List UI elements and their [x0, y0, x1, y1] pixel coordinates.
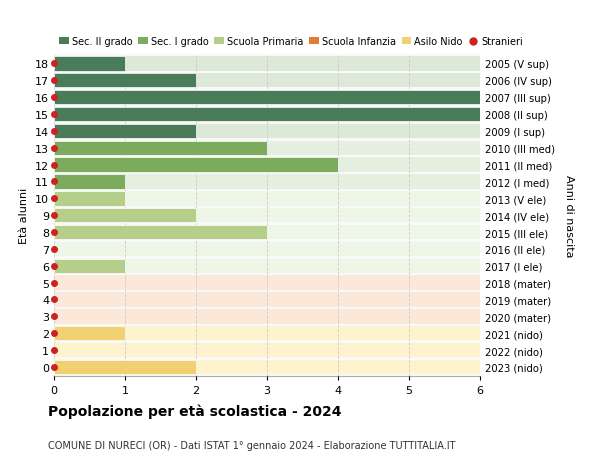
- Bar: [54, 74, 196, 88]
- Bar: [54, 343, 480, 358]
- Bar: [54, 360, 480, 374]
- Bar: [54, 175, 125, 189]
- Legend: Sec. II grado, Sec. I grado, Scuola Primaria, Scuola Infanzia, Asilo Nido, Stran: Sec. II grado, Sec. I grado, Scuola Prim…: [59, 37, 523, 47]
- Bar: [54, 74, 480, 88]
- Y-axis label: Età alunni: Età alunni: [19, 188, 29, 244]
- Bar: [54, 57, 125, 72]
- Bar: [54, 208, 196, 223]
- Bar: [54, 309, 480, 324]
- Bar: [54, 192, 480, 206]
- Bar: [54, 124, 196, 139]
- Bar: [54, 360, 196, 374]
- Bar: [54, 259, 125, 274]
- Bar: [54, 225, 480, 240]
- Bar: [54, 108, 480, 122]
- Text: Popolazione per età scolastica - 2024: Popolazione per età scolastica - 2024: [48, 403, 341, 418]
- Bar: [54, 225, 267, 240]
- Bar: [54, 242, 480, 257]
- Bar: [54, 158, 480, 173]
- Bar: [54, 175, 480, 189]
- Bar: [54, 293, 480, 307]
- Bar: [54, 276, 480, 290]
- Bar: [54, 57, 480, 72]
- Bar: [54, 141, 267, 156]
- Bar: [54, 124, 480, 139]
- Bar: [54, 141, 480, 156]
- Bar: [54, 326, 480, 341]
- Bar: [54, 108, 480, 122]
- Bar: [54, 91, 480, 105]
- Text: COMUNE DI NURECI (OR) - Dati ISTAT 1° gennaio 2024 - Elaborazione TUTTITALIA.IT: COMUNE DI NURECI (OR) - Dati ISTAT 1° ge…: [48, 440, 455, 450]
- Bar: [54, 208, 480, 223]
- Y-axis label: Anni di nascita: Anni di nascita: [565, 174, 574, 257]
- Bar: [54, 192, 125, 206]
- Bar: [54, 259, 480, 274]
- Bar: [54, 326, 125, 341]
- Bar: [54, 158, 338, 173]
- Bar: [54, 91, 480, 105]
